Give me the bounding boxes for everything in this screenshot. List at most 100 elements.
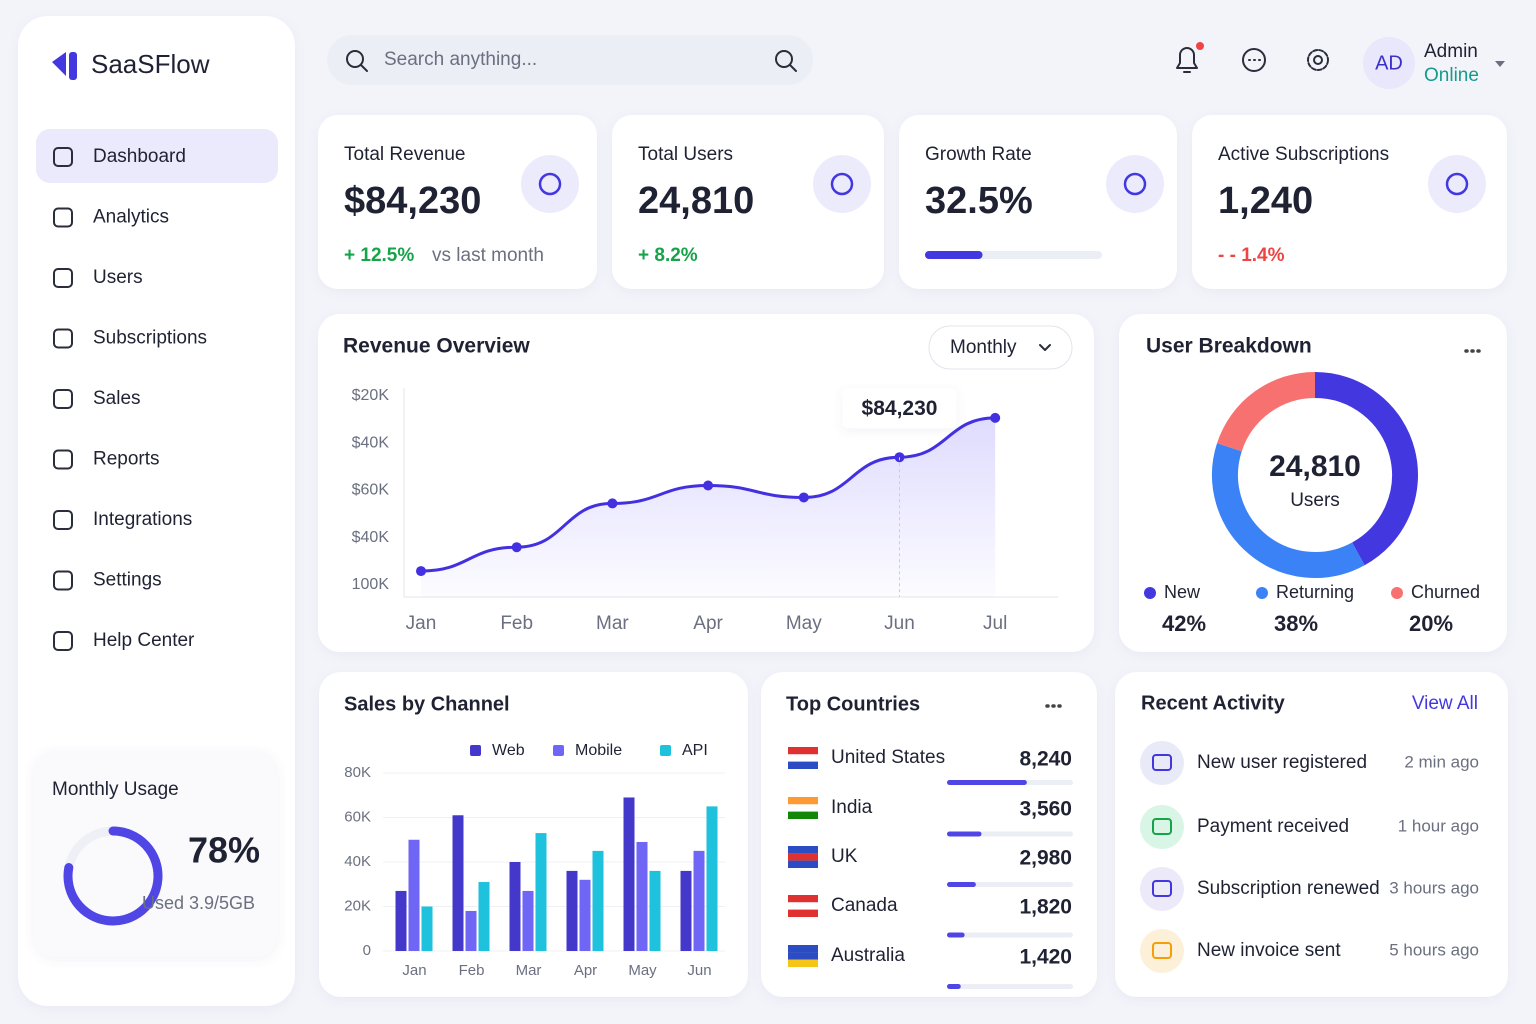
activity-text[interactable]: Payment received (1197, 816, 1349, 837)
legend-value: 42% (1162, 611, 1206, 636)
activity-text[interactable]: Subscription renewed (1197, 878, 1380, 899)
kpi-value: 1,240 (1218, 180, 1313, 222)
nav-item[interactable]: Dashboard (93, 146, 186, 167)
bar (706, 806, 718, 951)
y-tick-label: $40K (352, 434, 390, 451)
nav-icon (53, 268, 73, 288)
kpi-change: + 12.5% (344, 245, 414, 266)
activity-text[interactable]: New invoice sent (1197, 940, 1341, 961)
bar (579, 879, 591, 951)
flag (788, 761, 818, 769)
x-tick-label: Apr (693, 613, 723, 634)
nav-item[interactable]: Sales (93, 388, 141, 409)
legend-value: 38% (1274, 611, 1318, 636)
donut-segment (1212, 443, 1365, 578)
search-button (789, 64, 797, 72)
messages[interactable] (1242, 48, 1266, 72)
period-label[interactable]: Monthly (950, 337, 1017, 358)
search-placeholder[interactable]: Search anything... (384, 49, 537, 70)
bar-track (947, 984, 1073, 989)
nav-item[interactable]: Integrations (93, 509, 192, 530)
flag (788, 747, 818, 755)
period-dropdown[interactable] (928, 325, 1073, 370)
country-value: 1,820 (1019, 896, 1072, 919)
kpi-value: 32.5% (925, 180, 1033, 222)
kpi-icon (1123, 172, 1147, 196)
activity-text[interactable]: New user registered (1197, 752, 1367, 773)
activity-time: 3 hours ago (1389, 878, 1479, 897)
sales-chart: 0 20K 40K 60K 80K Web Mobile API Jan Feb Mar Apr May… (344, 742, 725, 979)
notifications[interactable] (1176, 47, 1198, 73)
legend-swatch (660, 745, 671, 756)
legend-value: 20% (1409, 611, 1453, 636)
kpi-icon (538, 172, 562, 196)
legend-label: New (1164, 582, 1201, 602)
country-value: 3,560 (1019, 798, 1072, 821)
kpi-icon (830, 172, 854, 196)
kpi-title: Total Users (638, 144, 733, 165)
kpi-change: + 8.2% (638, 245, 698, 266)
x-tick-label: May (628, 962, 657, 979)
bar (478, 882, 490, 951)
nav-item[interactable]: Subscriptions (93, 328, 207, 349)
bar (649, 870, 661, 951)
activity-card (1115, 672, 1508, 997)
countries-list: United States 8,240 India 3,560 UK 2,980 Canad… (788, 747, 1073, 989)
usage-title: Monthly Usage (52, 779, 179, 800)
activity-icon-bg (1140, 929, 1184, 973)
activity-icon (1152, 880, 1172, 897)
kpi-note: vs last month (432, 245, 544, 266)
kpi-card (318, 115, 597, 289)
settings[interactable] (1307, 49, 1329, 71)
nav-item[interactable]: Settings (93, 570, 162, 591)
nav: Dashboard Analytics Users Subscriptions Sale… (53, 146, 207, 651)
user-name[interactable]: Admin (1424, 41, 1478, 62)
avatar[interactable] (1363, 37, 1415, 89)
bar (636, 841, 648, 951)
legend-label: API (682, 742, 708, 759)
nav-item[interactable]: Analytics (93, 207, 169, 228)
search-bar[interactable] (327, 35, 813, 85)
activity-icon-bg (1140, 867, 1184, 911)
nav-icon (53, 328, 73, 349)
nav-item[interactable]: Reports (93, 449, 160, 470)
donut-chart: New 42% Returning 38% Churned 20% (1144, 372, 1480, 636)
bar (421, 906, 433, 951)
nav-item[interactable]: Help Center (93, 630, 195, 651)
bar (592, 850, 604, 951)
view-all[interactable]: View All (1412, 693, 1478, 714)
y-tick-label: 20K (344, 897, 371, 914)
brand[interactable]: SaaSFlow (91, 49, 210, 79)
y-tick-label: 80K (344, 764, 371, 781)
flag (788, 952, 818, 960)
x-tick-label: Jan (406, 613, 437, 634)
country-value: 8,240 (1019, 748, 1072, 771)
donut-total-label: Users (1290, 490, 1340, 511)
legend-label: Churned (1411, 582, 1480, 602)
search-icon (360, 64, 368, 72)
kpi-title: Total Revenue (344, 144, 465, 165)
country-name: Australia (831, 945, 905, 966)
legend-label: Returning (1276, 582, 1354, 602)
country-name: United States (831, 747, 945, 768)
donut-segment (1217, 372, 1316, 452)
kpi-icon-bg (1106, 155, 1164, 213)
nav-item[interactable]: Users (93, 267, 143, 288)
user-menu-caret[interactable] (1495, 61, 1505, 67)
kpi-icon-bg (813, 155, 871, 213)
settings-core (1313, 55, 1323, 65)
nav-icon (53, 570, 73, 591)
legend-dot (1144, 587, 1156, 599)
search-button[interactable] (775, 50, 793, 68)
flag (788, 846, 818, 854)
bar (522, 890, 534, 951)
x-tick-label: May (786, 613, 822, 634)
bar (623, 797, 635, 951)
legend-label: Mobile (575, 742, 622, 759)
activity-icon-bg (1140, 805, 1184, 849)
bar (408, 839, 420, 951)
revenue-point (511, 542, 522, 553)
country-value: 1,420 (1019, 946, 1072, 969)
donut-total: 24,810 (1269, 450, 1361, 483)
